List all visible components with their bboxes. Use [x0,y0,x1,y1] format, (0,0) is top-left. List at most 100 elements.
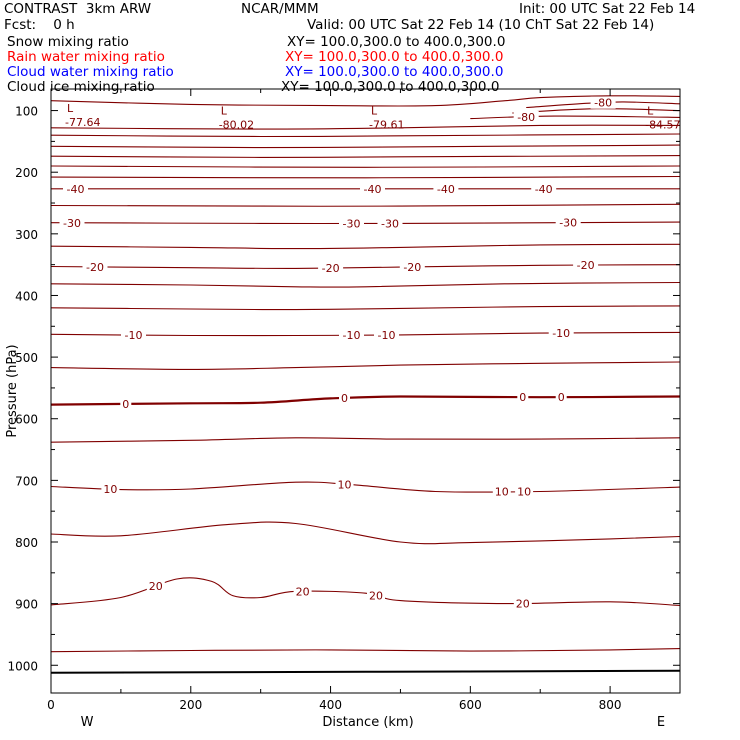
contour-label: -10 [343,329,361,342]
contour-label-background [59,216,85,229]
contour-label: -80 [517,111,535,124]
contour-label-background [531,182,557,195]
contour-label: -30 [343,217,361,230]
y-tick-label: 700 [15,474,38,488]
contour-label: -30 [559,217,577,230]
x-tick-label: 200 [179,698,202,712]
y-tick-label: 200 [15,166,38,180]
contour-line [50,305,681,311]
contour-labels: -80 -80 -40 -40 -40 -40 -30 -30 -30 -30 -20 -20 -20 -… [59,96,616,610]
contour-label-background [367,589,385,602]
contour-line [50,395,681,406]
contour-label-background [555,391,567,404]
x-tick-label: 800 [599,698,622,712]
init-time: Init: 00 UTC Sat 22 Feb 14 [519,1,696,17]
valid-time: Valid: 00 UTC Sat 22 Feb 14 (10 ChT Sat … [307,17,655,33]
plot-frame [50,88,681,694]
contour-line [50,437,681,443]
contour-label: -30 [63,217,81,230]
low-marker-value: -79.61 [369,119,404,132]
y-tick-label: 100 [15,105,38,119]
contour-label: 0 [341,392,348,405]
contour-label: -30 [381,217,399,230]
field-xy-snow: XY= 100.0,300.0 to 400.0,300.0 [287,34,506,50]
contour-label-background [590,96,616,109]
contour-label-background [339,392,350,404]
contour-line [50,144,681,149]
low-marker-value: -84.57 [645,119,680,132]
contour-label-background [293,585,312,598]
x-tick-label: 600 [459,698,482,712]
contour-label: -20 [577,259,595,272]
contour-label: 20 [369,589,383,602]
y-tick-label: 600 [15,413,38,427]
contour-label-background [63,182,88,195]
y-tick-label: 800 [15,536,38,550]
contour-line [50,361,681,370]
contour-label: -10 [125,329,143,342]
contour-line [50,155,681,158]
contour-label: -20 [86,261,104,274]
y-tick-label: 1000 [7,659,38,673]
contour-label: 20 [296,586,310,599]
organization-label: NCAR/MMM [241,1,319,17]
x-axis-label: Distance (km) [322,715,413,730]
contour-label-background [120,397,132,410]
contour-line [50,243,681,250]
contour-label-background [513,597,532,610]
contour-label-background [101,483,120,496]
contour-line [50,221,681,225]
field-name-rain: Rain water mixing ratio [7,49,165,65]
contour-line [50,481,681,493]
contour-label-background [492,485,511,498]
low-marker-letter: L [647,105,654,118]
low-marker-value: -80.02 [219,119,254,132]
contour-label-background [515,485,534,498]
contour-line [50,264,681,269]
forecast-hour: Fcst: 0 h [4,17,75,33]
y-tick-label: 400 [15,290,38,304]
contour-label-background [573,259,599,272]
contour-line [50,133,681,138]
east-end-label: E [657,715,665,730]
west-end-label: W [81,715,94,730]
x-tick-label: 400 [319,698,342,712]
contour-line [50,165,681,168]
contour-label-background [433,182,459,195]
contour-label: 0 [558,391,565,404]
contour-label-background [517,391,529,404]
low-marker-letter: L [371,105,378,118]
contour-label-background [339,217,364,230]
contour-line [50,577,681,607]
contour-label: 0 [122,398,129,411]
low-marker-value: -77.64 [65,116,100,129]
contour-line [50,95,681,107]
contour-label: 20 [516,597,530,610]
contour-label-background [82,260,108,273]
contour-label: -20 [403,261,421,274]
low-marker-letter: L [221,105,228,118]
contour-label-background [374,329,399,341]
field-xy-rain: XY= 100.0,300.0 to 400.0,300.0 [285,49,504,65]
contour-label-background [146,579,165,592]
contour-line [50,175,681,179]
contour-label-background [121,329,146,341]
low-markers: L-77.64L-80.02L-79.61L-84.57 [65,102,681,132]
contour-label: 10 [517,486,531,499]
y-tick-label: 900 [15,598,38,612]
contour-label: -40 [364,183,382,196]
x-tick-label: 0 [47,698,55,712]
contour-line [470,115,681,120]
y-tick-label: 300 [15,228,38,242]
contour-label-background [377,217,403,230]
contour-label: 20 [149,580,163,593]
low-marker-letter: L [67,102,74,115]
contour-label: 0 [519,391,526,404]
contour-line [50,281,681,288]
contour-label: -40 [535,183,553,196]
field-xy-cloud-ice: XY= 100.0,300.0 to 400.0,300.0 [281,79,500,95]
field-name-cloud-water: Cloud water mixing ratio [7,64,174,80]
contour-line [50,648,681,653]
